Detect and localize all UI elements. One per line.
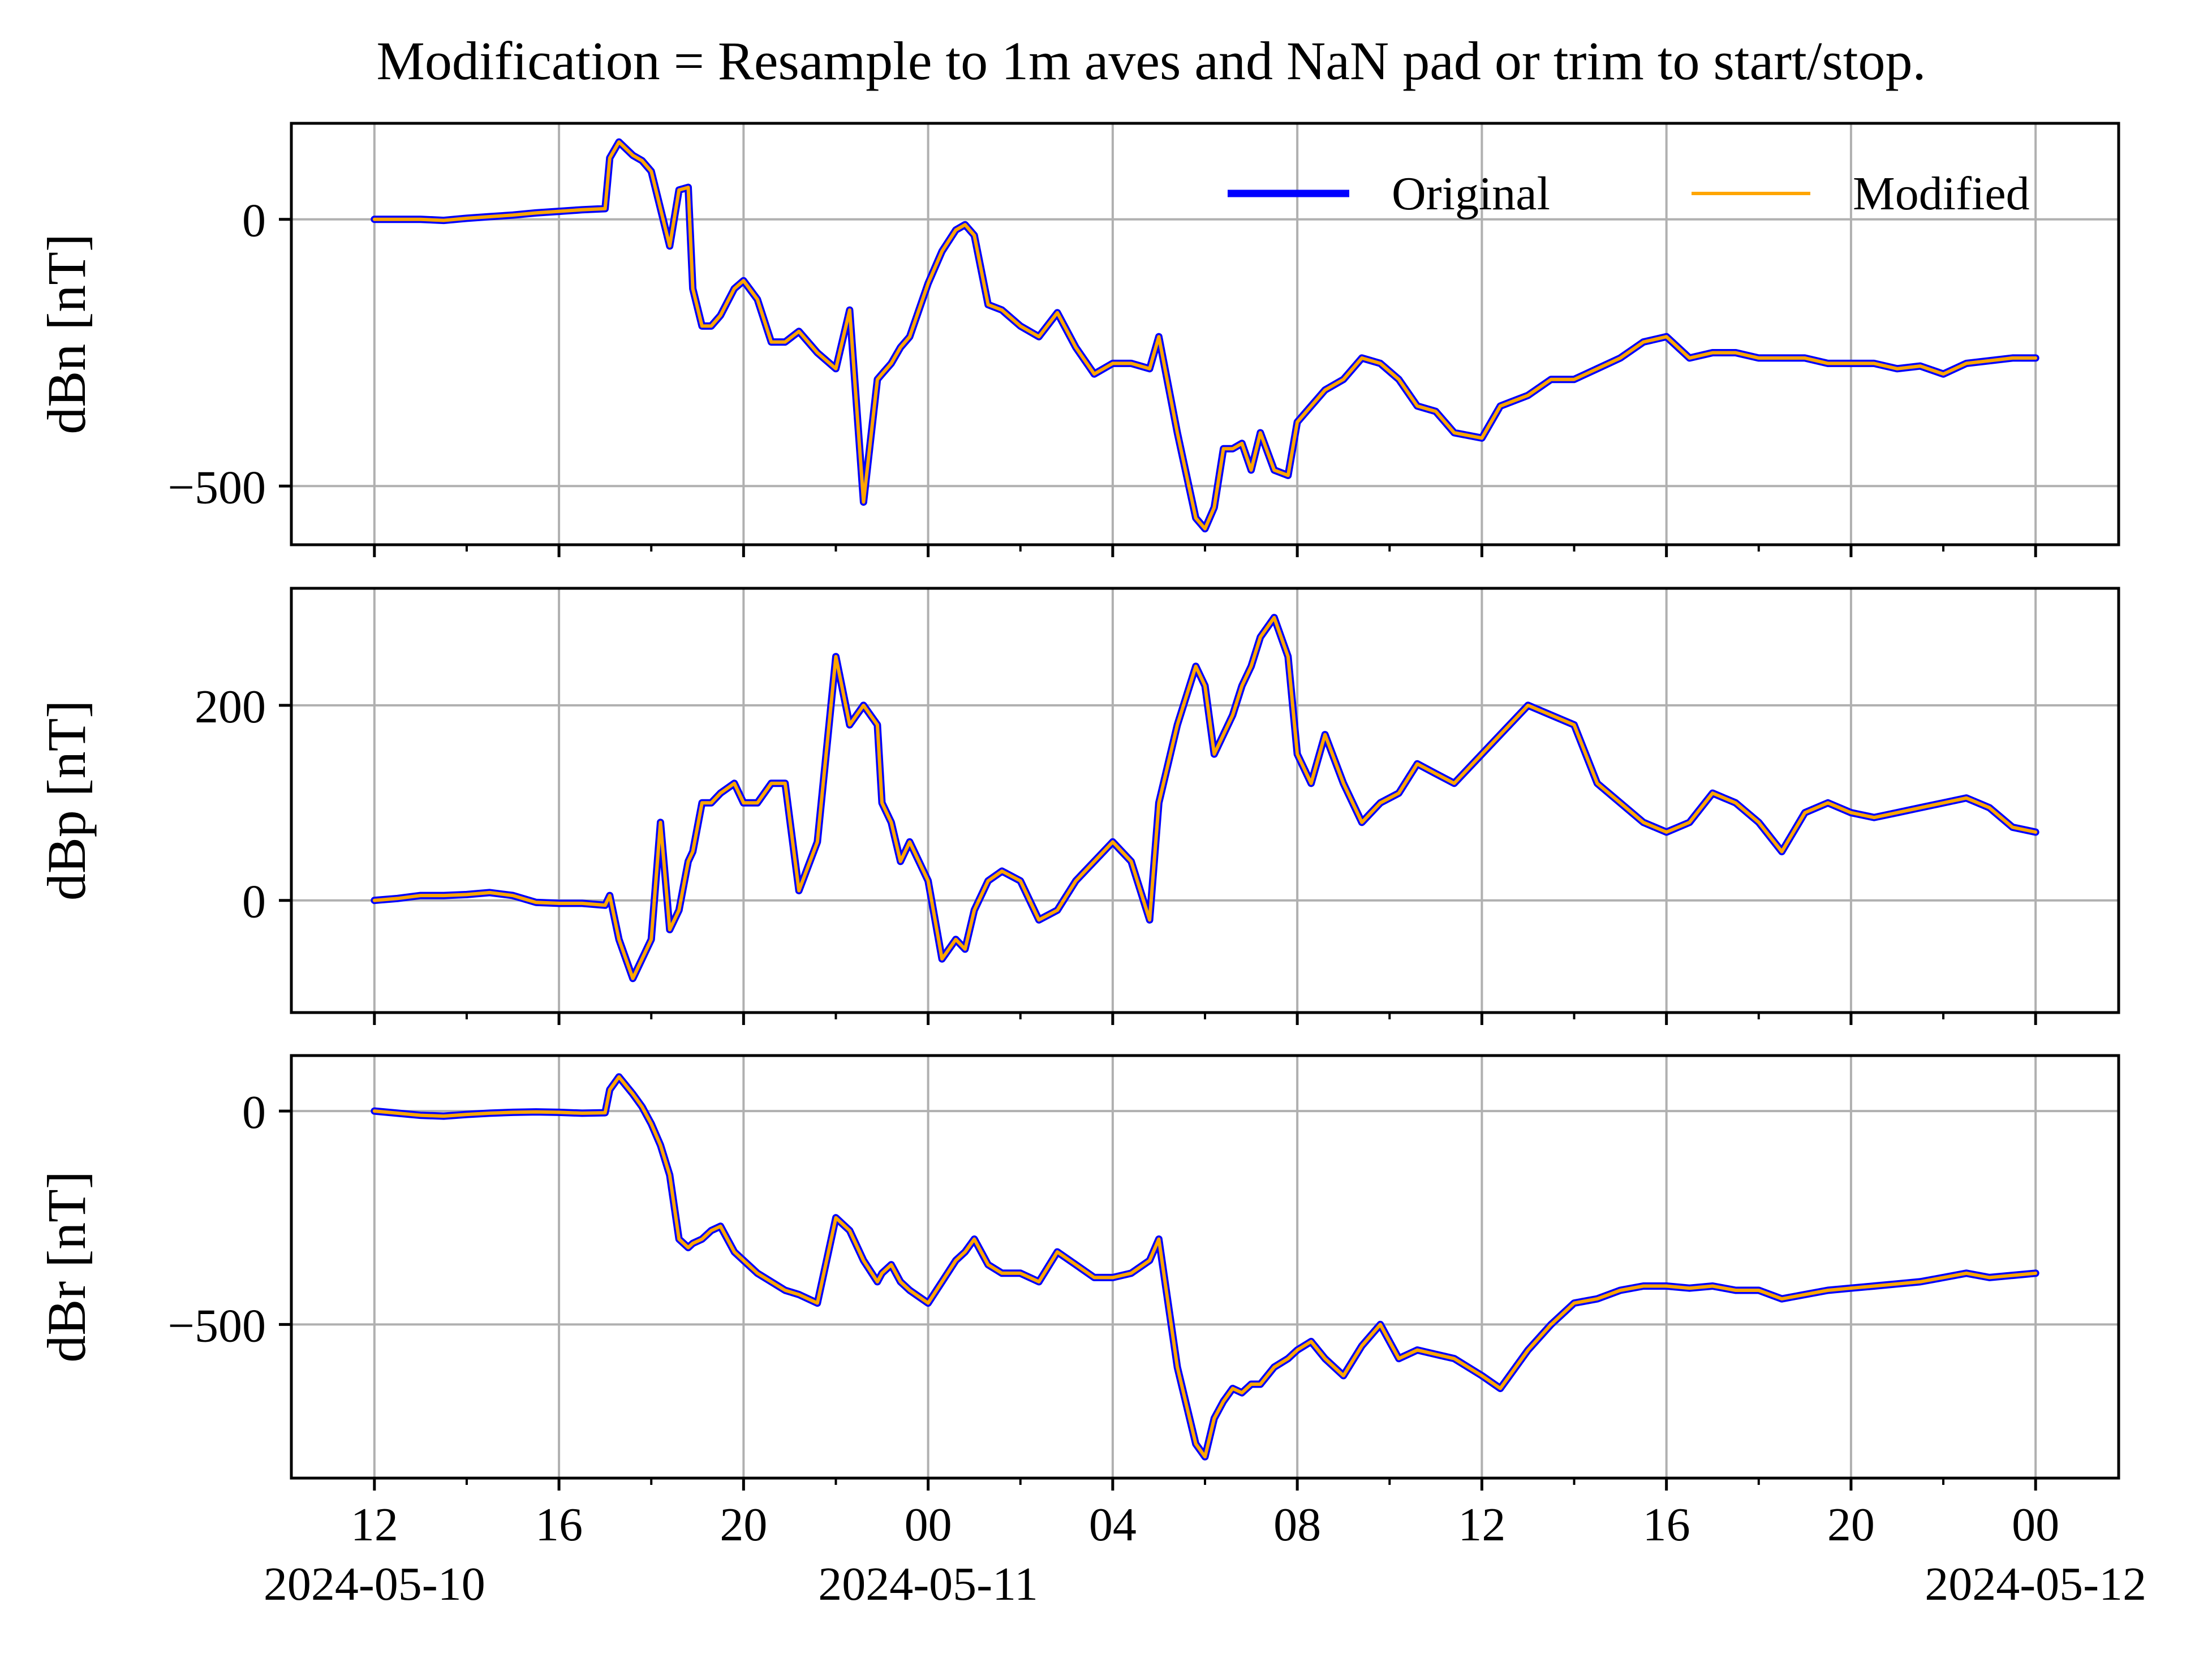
- x-tick-label: 16: [535, 1498, 583, 1551]
- legend-label-original: Original: [1392, 167, 1550, 220]
- x-tick-label: 00: [2012, 1498, 2059, 1551]
- x-tick-label: 04: [1089, 1498, 1137, 1551]
- y-axis-label: dBr [nT]: [36, 1171, 97, 1363]
- y-tick-label: 0: [242, 195, 266, 247]
- series-line-modified: [372, 140, 2038, 531]
- y-axis-label: dBp [nT]: [36, 700, 97, 901]
- panel-3: 0 −500 dBr [nT] 12 16 20 00 04 08 12 16 20 00 2024-05…: [36, 1054, 2146, 1610]
- series-group: [371, 138, 2039, 533]
- y-tick-label: 0: [242, 876, 266, 928]
- y-tick-label: 0: [242, 1086, 266, 1139]
- x-tick-label: 16: [1643, 1498, 1690, 1551]
- panel-2: 200 0 dBp [nT]: [36, 587, 2120, 1025]
- legend-label-modified: Modified: [1853, 167, 2030, 220]
- y-tick-label: −500: [168, 1299, 266, 1352]
- series-group: [371, 614, 2039, 983]
- chart-title: Modification = Resample to 1m aves and N…: [377, 31, 1926, 91]
- y-axis-label: dBn [nT]: [36, 234, 97, 434]
- series-group: [371, 1073, 2039, 1461]
- legend: Original Modified: [1228, 167, 2030, 220]
- y-tick-label: −500: [168, 461, 266, 514]
- x-tick-label: 20: [1827, 1498, 1875, 1551]
- x-date-label: 2024-05-12: [1925, 1558, 2146, 1610]
- x-tick-label: 12: [1458, 1498, 1505, 1551]
- x-date-label: 2024-05-10: [264, 1558, 485, 1610]
- panel-1: 0 −500 dBn [nT] Original Modified: [36, 122, 2120, 557]
- x-tick-label: 20: [720, 1498, 767, 1551]
- x-date-label: 2024-05-11: [818, 1558, 1038, 1610]
- y-tick-label: 200: [195, 681, 266, 733]
- series-line-modified: [372, 1075, 2038, 1459]
- x-tick-label: 00: [905, 1498, 952, 1551]
- series-line-modified: [372, 615, 2038, 980]
- x-tick-label: 08: [1273, 1498, 1321, 1551]
- x-tick-label: 12: [351, 1498, 398, 1551]
